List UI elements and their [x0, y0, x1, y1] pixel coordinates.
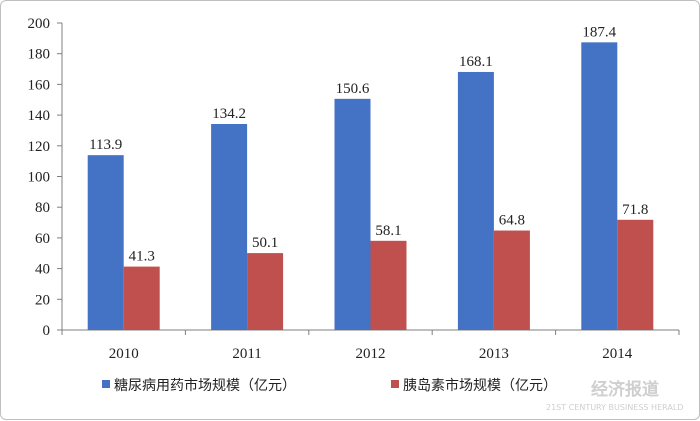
y-tick-label: 160	[28, 77, 51, 93]
bar-series-2-2012	[370, 240, 407, 330]
data-label-series-1: 168.1	[459, 54, 493, 70]
y-tick-group: 0 20 40 60 80 100 120 140 160 180 200	[28, 16, 62, 339]
data-label-series-2: 58.1	[375, 223, 401, 239]
legend-label-series-2: 胰岛素市场规模（亿元）	[403, 377, 557, 394]
bar-series-1-2010	[87, 155, 124, 330]
data-label-series-1: 113.9	[89, 137, 122, 153]
y-tick-label: 120	[28, 139, 51, 155]
x-tick-label: 2012	[356, 346, 386, 362]
y-tick-label: 0	[43, 323, 51, 339]
bars-group	[87, 42, 654, 331]
data-labels-group: 113.9 41.3 134.2 50.1 150.6 58.1 168.1 64.8 187.…	[89, 24, 648, 264]
data-label-series-2: 50.1	[252, 235, 278, 251]
watermark-subtitle: 21ST CENTURY BUSINESS HERALD	[546, 403, 683, 412]
data-label-series-1: 150.6	[336, 81, 370, 97]
legend-swatch-series-1	[102, 380, 110, 388]
y-tick-label: 20	[35, 292, 50, 308]
data-label-series-1: 134.2	[212, 106, 246, 122]
bar-series-2-2011	[247, 253, 284, 330]
x-tick-label: 2011	[232, 346, 261, 362]
data-label-series-2: 41.3	[129, 249, 155, 265]
x-tick-label: 2014	[602, 346, 633, 362]
data-label-series-1: 187.4	[582, 24, 616, 40]
y-tick-label: 80	[35, 200, 50, 216]
y-tick-label: 60	[35, 231, 50, 247]
bar-series-1-2014	[581, 42, 618, 330]
legend: 糖尿病用药市场规模（亿元） 胰岛素市场规模（亿元）	[102, 377, 557, 394]
y-tick-label: 40	[35, 262, 50, 278]
watermark: 经济报道 21ST CENTURY BUSINESS HERALD	[546, 379, 683, 412]
data-label-series-2: 71.8	[622, 202, 648, 218]
legend-swatch-series-2	[391, 380, 399, 388]
y-tick-label: 180	[28, 47, 51, 63]
bar-series-1-2011	[211, 124, 248, 331]
bar-series-2-2010	[123, 266, 160, 330]
y-tick-label: 100	[28, 170, 51, 186]
bar-series-1-2012	[334, 98, 371, 330]
x-tick-label: 2013	[479, 346, 509, 362]
watermark-title: 经济报道	[591, 379, 659, 400]
x-tick-group: 2010 2011 2012 2013 2014	[61, 330, 680, 362]
y-tick-label: 200	[28, 16, 51, 32]
y-tick-label: 140	[28, 108, 51, 124]
bar-series-1-2013	[457, 71, 494, 331]
bar-series-2-2013	[493, 230, 530, 330]
legend-label-series-1: 糖尿病用药市场规模（亿元）	[114, 377, 296, 394]
data-label-series-2: 64.8	[499, 213, 525, 229]
x-tick-label: 2010	[109, 346, 139, 362]
bar-series-2-2014	[617, 219, 654, 330]
